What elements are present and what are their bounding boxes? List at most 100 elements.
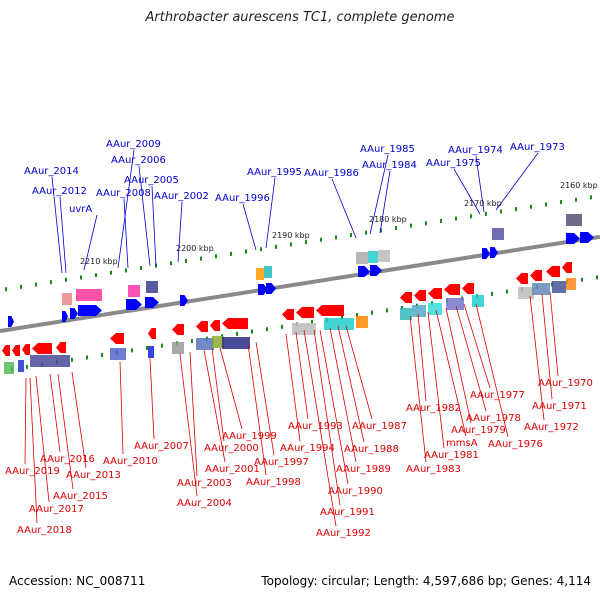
- gene-label-reverse: AAur_2003: [177, 478, 232, 489]
- gene-label-forward: AAur_1996: [215, 193, 270, 204]
- scale-tick: [65, 277, 67, 282]
- feature-block: [518, 287, 534, 299]
- scale-tick: [455, 216, 457, 221]
- scale-tick: [110, 270, 112, 275]
- gene-label-forward: AAur_2002: [154, 191, 209, 202]
- feature-block: [356, 252, 368, 264]
- scale-tick: [581, 277, 583, 282]
- scale-tick: [560, 200, 562, 205]
- leader-line: [119, 361, 124, 455]
- feature-block: [196, 338, 214, 350]
- scale-tick: [311, 320, 313, 325]
- leader-line: [369, 154, 389, 235]
- scale-tick: [125, 268, 127, 273]
- feature-block: [492, 228, 504, 240]
- gene-arrow-reverse: [32, 343, 52, 354]
- gene-arrow-forward: [482, 248, 490, 259]
- gene-arrow-forward: [566, 233, 580, 244]
- scale-tick: [401, 305, 403, 310]
- gene-label-forward: uvrA: [69, 204, 92, 215]
- feature-block: [532, 283, 550, 295]
- feature-block: [566, 278, 576, 290]
- leader-line: [29, 377, 38, 524]
- scale-tick: [530, 204, 532, 209]
- leader-line: [51, 176, 63, 274]
- gene-arrow-forward: [70, 308, 78, 319]
- scale-tick: [245, 249, 247, 254]
- scale-tick: [275, 244, 277, 249]
- gene-label-reverse: AAur_1977: [470, 390, 525, 401]
- gene-label-reverse: AAur_1991: [320, 507, 375, 518]
- scale-tick: [305, 240, 307, 245]
- feature-block: [76, 289, 102, 301]
- gene-arrow-forward: [78, 305, 102, 316]
- leader-line: [329, 327, 357, 463]
- gene-label-forward: AAur_1974: [448, 145, 503, 156]
- gene-label-reverse: AAur_1978: [466, 413, 521, 424]
- feature-block: [172, 342, 184, 354]
- gene-label-reverse: AAur_1992: [316, 528, 371, 539]
- scale-tick: [191, 338, 193, 343]
- scale-tick: [470, 214, 472, 219]
- scale-tick: [185, 258, 187, 263]
- feature-block: [428, 303, 442, 315]
- leader-line: [303, 329, 337, 527]
- gene-label-reverse: AAur_2015: [53, 491, 108, 502]
- gene-label-forward: AAur_2012: [32, 186, 87, 197]
- gene-label-forward: AAur_2009: [106, 139, 161, 150]
- leader-line: [59, 196, 67, 274]
- gene-label-reverse: AAur_1972: [524, 422, 579, 433]
- feature-block: [212, 336, 224, 348]
- scale-tick: [386, 308, 388, 313]
- leader-line: [475, 303, 509, 438]
- leader-line: [295, 331, 309, 420]
- feature-block: [256, 268, 264, 280]
- leader-line: [265, 177, 276, 249]
- leader-line: [463, 303, 491, 389]
- leader-line: [247, 343, 267, 476]
- gene-label-reverse: AAur_2004: [177, 498, 232, 509]
- gene-arrow-reverse: [282, 309, 294, 320]
- scale-tick: [590, 195, 592, 200]
- gene-arrow-reverse: [530, 270, 542, 281]
- gene-arrow-reverse: [148, 328, 156, 339]
- gene-label-forward: AAur_1986: [304, 168, 359, 179]
- scale-tick: [596, 275, 598, 280]
- leader-line: [541, 293, 553, 400]
- scale-tick: [281, 324, 283, 329]
- leader-line: [475, 155, 485, 213]
- gene-arrow-forward: [145, 297, 159, 308]
- gene-label-reverse: AAur_1993: [288, 421, 343, 432]
- gene-arrow-reverse: [2, 345, 10, 356]
- leader-line: [285, 333, 301, 442]
- gene-arrow-reverse: [12, 345, 20, 356]
- leader-line: [242, 203, 257, 251]
- leader-line: [529, 295, 545, 421]
- scale-tick: [485, 211, 487, 216]
- scale-label: 2160 kbp: [560, 181, 598, 190]
- feature-block: [62, 293, 72, 305]
- gene-label-reverse: AAur_2019: [5, 466, 60, 477]
- scale-tick: [20, 284, 22, 289]
- gene-label-reverse: AAur_1998: [246, 477, 301, 488]
- scale-label: 2190 kbp: [272, 231, 310, 240]
- gene-arrow-reverse: [414, 290, 426, 301]
- feature-block: [146, 281, 158, 293]
- gene-arrow-forward: [180, 295, 188, 306]
- leader-line: [117, 149, 135, 269]
- gene-arrow-reverse: [172, 324, 184, 335]
- scale-tick: [140, 266, 142, 271]
- gene-label-reverse: AAur_1979: [451, 425, 506, 436]
- feature-block: [324, 318, 354, 330]
- gene-label-forward: AAur_1984: [362, 160, 417, 171]
- feature-block: [264, 266, 272, 278]
- feature-block: [472, 295, 484, 307]
- scale-tick: [335, 235, 337, 240]
- gene-arrow-reverse: [562, 262, 572, 273]
- gene-label-reverse: AAur_1987: [352, 421, 407, 432]
- gene-label-reverse: AAur_1982: [406, 403, 461, 414]
- gene-label-forward: AAur_1973: [510, 142, 565, 153]
- feature-block: [446, 298, 464, 310]
- gene-label-reverse: AAur_1989: [336, 464, 391, 475]
- gene-label-reverse: AAur_1988: [344, 444, 399, 455]
